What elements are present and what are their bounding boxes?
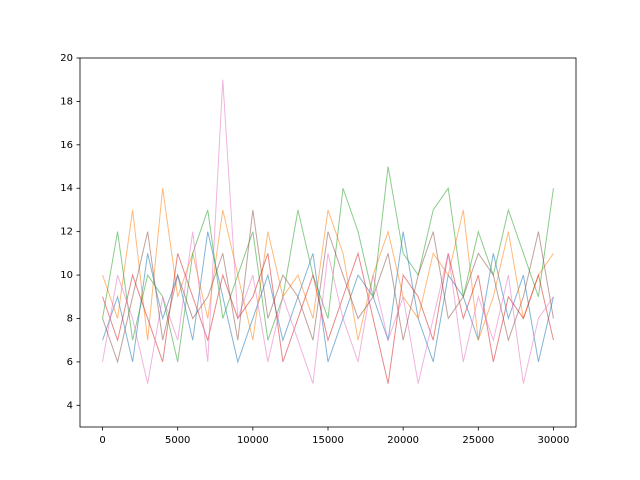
- y-tick-label: 18: [60, 96, 73, 107]
- series-line: [102, 251, 554, 384]
- y-tick-label: 16: [60, 140, 73, 151]
- plot-frame: [79, 57, 577, 428]
- x-tick-label: 20000: [387, 435, 419, 446]
- y-tick-label: 6: [67, 357, 73, 368]
- x-tick-label: 25000: [462, 435, 494, 446]
- x-tick-label: 30000: [538, 435, 570, 446]
- series-line: [102, 79, 554, 384]
- series-line: [102, 209, 554, 364]
- series-line: [102, 231, 554, 364]
- y-tick-label: 4: [67, 400, 73, 411]
- y-tick-label: 12: [60, 227, 73, 238]
- y-tick-label: 8: [67, 313, 73, 324]
- x-tick-label: 10000: [237, 435, 269, 446]
- y-tick-label: 10: [60, 270, 73, 281]
- y-tick-label: 14: [60, 183, 73, 194]
- x-tick-label: 0: [99, 435, 105, 446]
- y-tick-label: 20: [60, 53, 73, 64]
- series-line: [102, 188, 554, 341]
- x-tick-label: 15000: [312, 435, 344, 446]
- x-tick-label: 5000: [165, 435, 190, 446]
- series-line: [102, 166, 554, 362]
